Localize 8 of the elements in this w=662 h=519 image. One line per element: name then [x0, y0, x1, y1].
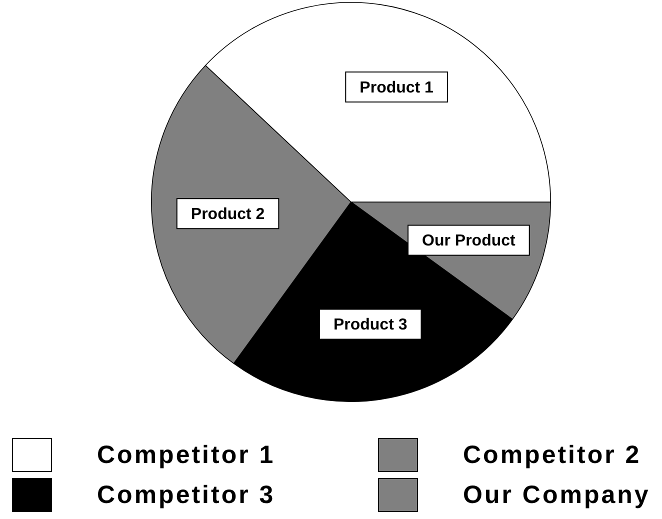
text: Product 2	[190, 206, 265, 224]
legend-label: Competitor 3	[97, 480, 276, 510]
legend-label: Competitor 1	[97, 440, 276, 470]
legend-label: Our Company	[463, 480, 650, 510]
legend-label: Competitor 2	[463, 440, 642, 470]
text: Product 1	[360, 79, 434, 96]
text: Our Product	[422, 232, 516, 250]
text: Product 3	[333, 316, 408, 334]
